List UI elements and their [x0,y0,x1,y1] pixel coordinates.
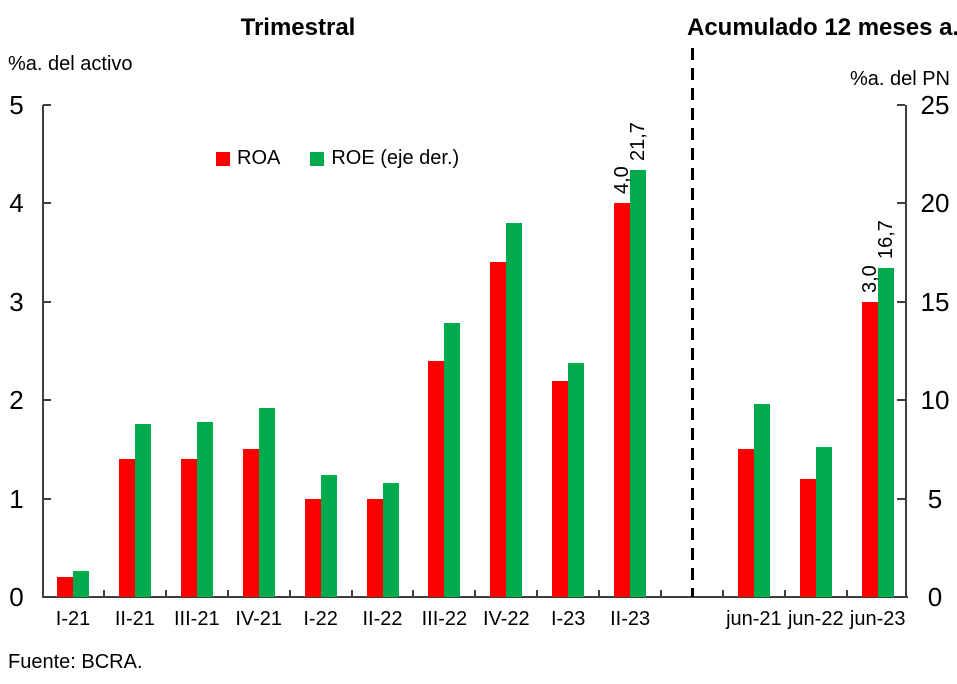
right-axis-tick-label: 10 [920,385,950,416]
left-axis-tick-label: 5 [9,90,24,120]
bar-roe [753,404,770,597]
bar-value-label: 3,0 [858,264,881,293]
x-axis-tick [598,590,601,597]
right-axis-tick [897,399,905,402]
x-axis-category-label: II-22 [362,608,403,630]
x-axis-tick [350,590,353,597]
legend: ROA ROE (eje der.) [216,147,459,170]
right-axis-tick-label: 5 [927,483,943,514]
bar-value-label: 16,7 [874,220,897,260]
right-axis-tick [897,104,905,106]
bar-roa [304,498,321,597]
bar-roe [877,268,894,597]
bar-roe [73,571,89,597]
x-axis-tick [226,590,229,597]
bar-roe [196,421,213,597]
right-axis-line [905,105,907,598]
left-axis-tick-label: 0 [9,582,24,612]
x-axis-tick [845,590,848,597]
x-axis-tick [660,590,663,597]
bar-roe [382,482,399,597]
left-axis-tick [43,497,51,500]
left-axis-tick [43,596,51,598]
x-axis-tick [288,590,291,597]
panel-divider-dashed-line [691,48,694,597]
left-axis-tick [43,202,51,205]
x-axis-tick [783,590,786,597]
bar-roa [180,459,197,597]
bar-roe [630,169,647,597]
x-axis-tick [164,590,167,597]
bar-roa [552,380,569,597]
left-axis-tick-label: 1 [9,483,24,514]
panel-title-quarterly: Trimestral [240,14,356,41]
x-axis-category-label: II-21 [114,608,155,630]
right-axis-tick [897,202,905,205]
bar-roa [428,360,445,597]
bar-roa [799,478,816,597]
x-axis-category-label: jun-21 [726,608,782,630]
x-axis-category-label: I-22 [303,608,338,630]
bar-roe [320,474,337,597]
x-axis-tick [474,590,477,597]
bar-roe [506,223,523,597]
legend-label-roa: ROA [237,147,281,169]
bar-roa [737,449,754,597]
roa-legend-swatch-icon [216,151,230,166]
bar-roe [568,362,585,597]
left-axis-tick-label: 3 [9,286,24,317]
left-axis-tick [43,399,51,402]
bar-value-label: 4,0 [611,166,634,195]
bar-roa [861,301,878,597]
right-axis-unit-label: %a. del PN [849,68,950,90]
x-axis-category-label: I-21 [55,608,91,630]
left-axis-tick [43,300,51,303]
bar-roe [815,447,832,597]
left-axis-tick-label: 2 [9,385,24,416]
x-axis-category-label: III-22 [421,608,468,630]
x-axis-category-label: II-23 [610,608,651,630]
left-axis-line [42,105,44,598]
x-axis-line [42,596,908,598]
x-axis-category-label: III-21 [174,608,220,630]
right-axis-tick [897,497,905,500]
x-axis-category-label: jun-22 [787,608,844,630]
bar-roe [444,323,461,597]
bar-roe [134,423,151,597]
right-axis-tick [897,596,905,598]
x-axis-tick [536,590,539,597]
bar-roa [57,577,73,597]
right-axis-tick-label: 15 [920,286,950,317]
roe-legend-swatch-icon [310,151,325,166]
bar-roa [490,262,507,597]
right-axis-tick [897,300,905,303]
left-axis-tick-label: 4 [9,188,24,219]
bar-roa [242,449,259,597]
left-axis-tick [43,104,51,106]
bar-roa [118,459,135,597]
right-axis-tick-label: 0 [927,582,943,612]
right-axis-tick-label: 20 [920,188,950,219]
source-note: Fuente: BCRA. [8,651,143,673]
left-axis-unit-label: %a. del activo [8,53,133,75]
x-axis-tick [721,590,724,597]
x-axis-category-label: I-23 [550,608,586,630]
legend-item-roe: ROE (eje der.) [310,147,459,170]
right-axis-tick-label: 25 [920,90,950,120]
legend-item-roa: ROA [216,147,280,170]
x-axis-category-label: jun-23 [849,608,906,630]
legend-label-roe: ROE (eje der.) [331,147,460,169]
bar-value-label: 21,7 [627,122,650,161]
bar-roa [614,203,631,597]
bar-roa [366,498,383,597]
bar-roe [258,408,275,597]
x-axis-tick [102,590,105,597]
x-axis-category-label: IV-22 [482,608,530,630]
x-axis-tick [412,590,415,597]
x-axis-category-label: IV-21 [235,608,283,630]
panel-title-accumulated: Acumulado 12 meses a... [687,14,957,41]
